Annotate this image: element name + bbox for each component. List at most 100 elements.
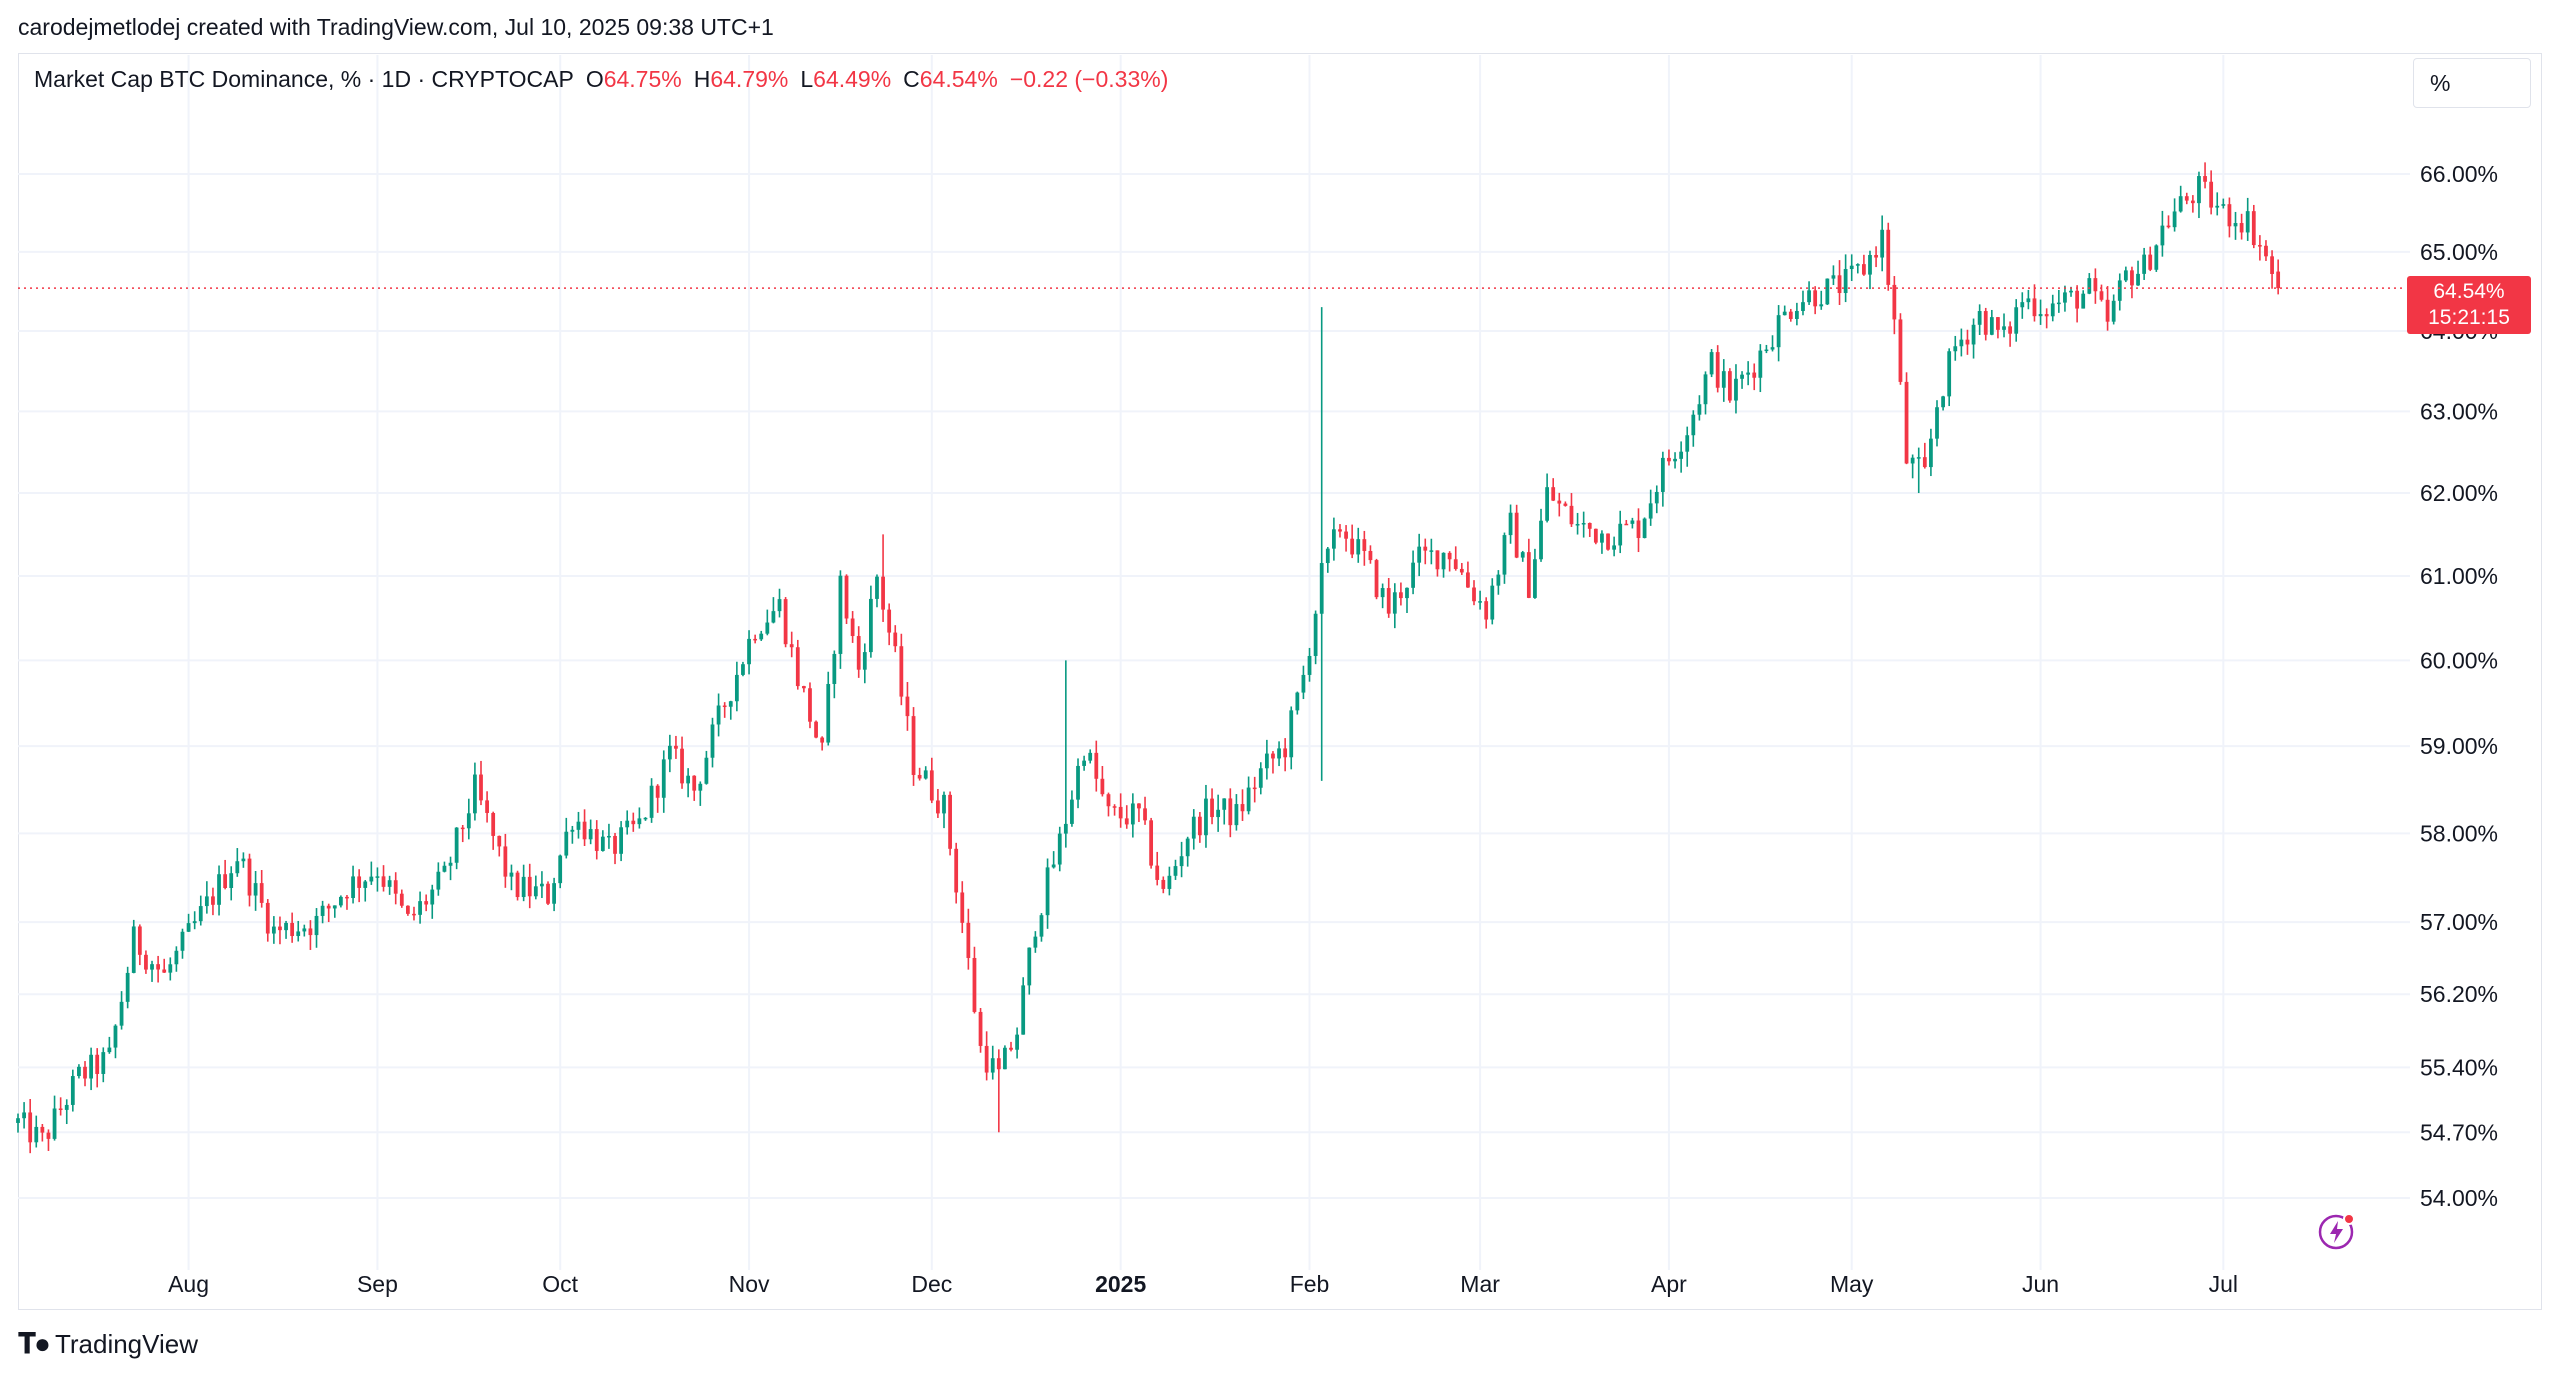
candle-body <box>1155 865 1160 880</box>
candle-body <box>137 926 142 955</box>
candle-body <box>2190 200 2195 204</box>
candle-body <box>759 633 764 640</box>
candle-body <box>582 821 587 840</box>
candle-body <box>1143 808 1147 821</box>
y-tick-label: 66.00% <box>2420 161 2498 187</box>
candle-body <box>1551 487 1556 501</box>
candle-body <box>936 800 940 814</box>
legend-high-label: H <box>693 66 711 92</box>
y-tick-label: 59.00% <box>2420 733 2498 759</box>
candle-body <box>2160 225 2165 246</box>
candle-body <box>1929 438 1933 468</box>
candle-body <box>972 957 977 1012</box>
candle-body <box>838 575 843 654</box>
candle-body <box>34 1126 39 1143</box>
candle-body <box>454 827 459 863</box>
candle-body <box>369 876 374 882</box>
candle-body <box>2209 181 2214 208</box>
candle-body <box>905 696 910 717</box>
candle-body <box>588 829 593 840</box>
candle-body <box>357 876 362 888</box>
chart-attribution: carodejmetlodej created with TradingView… <box>18 14 774 40</box>
candle-body <box>271 926 276 934</box>
candle-body <box>667 745 672 760</box>
candle-body <box>235 861 240 874</box>
candle-body <box>570 829 575 832</box>
candle-body <box>1490 585 1495 620</box>
candle-body <box>2130 270 2134 286</box>
candle-body <box>1313 613 1318 656</box>
candle-body <box>1660 457 1665 492</box>
candle-body <box>631 820 636 825</box>
candle-body <box>83 1066 87 1079</box>
candle-body <box>1788 311 1793 319</box>
candle-body <box>1063 823 1068 834</box>
candle-body <box>637 818 642 825</box>
candle-body <box>1947 351 1952 397</box>
x-tick-label: Dec <box>911 1271 952 1297</box>
candle-body <box>1837 275 1842 294</box>
candle-body <box>326 905 331 909</box>
candle-body <box>2008 326 2012 334</box>
legend-close-value: 64.54% <box>919 66 998 92</box>
candle-body <box>1325 548 1330 564</box>
candle-body <box>576 821 581 830</box>
candle-body <box>2063 292 2067 303</box>
candle-body <box>1953 346 1958 352</box>
candle-body <box>850 618 855 637</box>
candle-body <box>869 598 873 653</box>
y-tick-label: 54.70% <box>2420 1119 2498 1145</box>
candle-body <box>704 757 709 784</box>
candle-body <box>1319 563 1324 614</box>
candle-body <box>1386 588 1391 614</box>
candle-body <box>2227 204 2232 227</box>
candle-body <box>1600 533 1604 543</box>
candle-body <box>911 716 916 775</box>
candle-body <box>2105 299 2110 322</box>
current-price-badge: 64.54% 15:21:15 <box>2407 276 2531 335</box>
candle-body <box>1727 371 1732 401</box>
legend-symbol: Market Cap BTC Dominance, % · 1D · CRYPT… <box>34 66 574 92</box>
candle-body <box>1703 374 1708 405</box>
candle-body <box>1234 804 1239 826</box>
candle-body <box>442 865 447 872</box>
candle-body <box>856 636 861 670</box>
y-tick-label: 56.20% <box>2420 981 2498 1007</box>
candle-body <box>1484 601 1489 620</box>
candle-body <box>1137 803 1141 809</box>
candle-body <box>1392 592 1397 614</box>
candle-body <box>1831 275 1836 279</box>
candle-body <box>64 1104 69 1110</box>
candle-body <box>875 576 879 599</box>
candle-body <box>1447 552 1452 560</box>
candle-body <box>1898 319 1903 382</box>
candle-body <box>150 964 154 970</box>
candle-body <box>1070 799 1074 824</box>
candle-body <box>162 969 167 973</box>
percent-scale-button[interactable]: % <box>2413 58 2531 108</box>
candle-body <box>1051 864 1056 868</box>
candle-body <box>1843 269 1848 294</box>
candle-body <box>1880 229 1885 258</box>
candle-body <box>156 964 161 970</box>
legend-low-label: L <box>800 66 814 92</box>
candle-body <box>46 1132 51 1139</box>
tradingview-brand-text: TradingView <box>54 1329 199 1359</box>
candle-body <box>1977 311 1982 325</box>
candle-body <box>1825 278 1830 305</box>
candle-body <box>1819 304 1824 307</box>
candle-body <box>1801 302 1805 311</box>
candle-body <box>1886 229 1891 285</box>
candle-body <box>942 794 946 814</box>
candle-body <box>734 674 739 702</box>
candle-body <box>424 901 429 905</box>
legend-open-value: 64.75% <box>603 66 682 92</box>
candle-body <box>497 835 502 847</box>
candle-body <box>1222 798 1227 810</box>
current-price-value: 64.54% <box>2433 280 2505 304</box>
candle-body <box>1027 947 1032 986</box>
lightning-bolt-icon[interactable] <box>2318 1212 2356 1250</box>
candle-body <box>558 855 563 884</box>
tradingview-logo[interactable]: 𝐓● TradingView <box>18 1328 198 1361</box>
